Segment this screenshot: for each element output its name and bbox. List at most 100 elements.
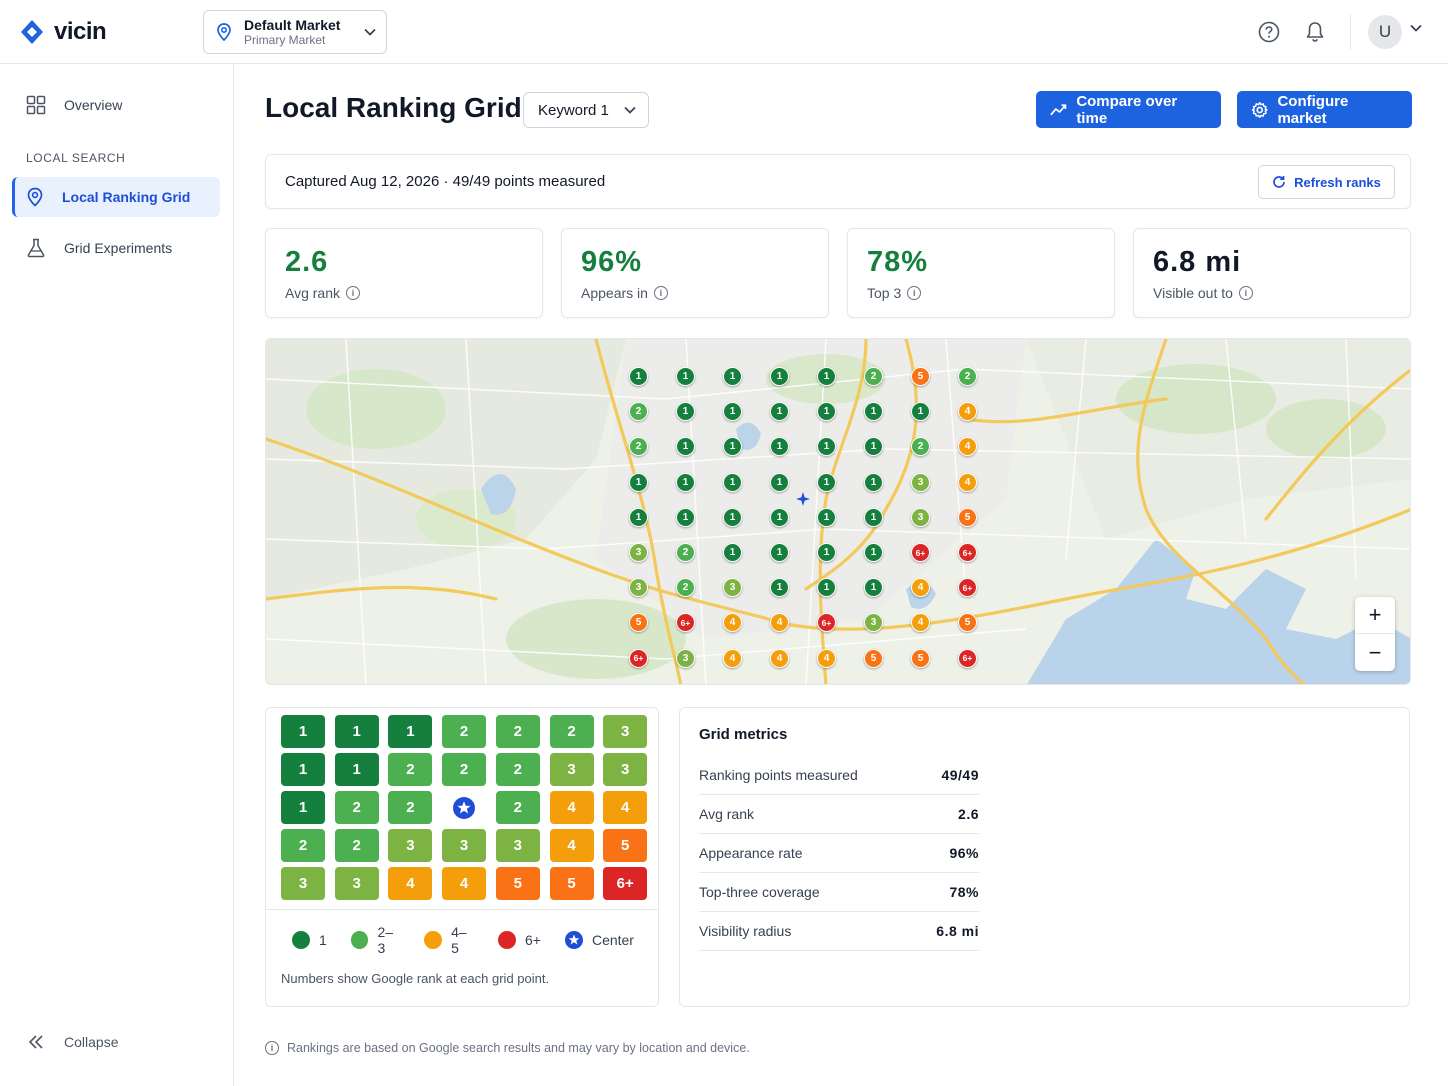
heat-cell[interactable]: 2 bbox=[334, 791, 379, 824]
ranking-map[interactable]: 1 1 1 1 1 2 5 2 2 1 1 1 1 1 1 4 2 1 1 1 1 1 2 4 1 1 1 1 1 1 3 4 1 1 1 1 1 1 3 5… bbox=[265, 338, 1411, 685]
map-pin[interactable]: 2 bbox=[629, 437, 648, 457]
map-pin[interactable]: 5 bbox=[958, 613, 977, 633]
heat-cell[interactable]: 3 bbox=[388, 829, 433, 862]
heat-cell[interactable]: 1 bbox=[281, 791, 325, 824]
map-pin[interactable]: 5 bbox=[864, 648, 883, 668]
heat-cell[interactable]: 3 bbox=[442, 829, 487, 862]
heat-cell[interactable]: 2 bbox=[334, 829, 379, 862]
map-pin[interactable]: 2 bbox=[676, 578, 695, 598]
info-icon[interactable]: i bbox=[907, 286, 922, 300]
map-pin[interactable]: 1 bbox=[911, 402, 930, 422]
heat-cell[interactable]: 2 bbox=[442, 753, 487, 786]
heat-cell[interactable]: 6+ bbox=[603, 867, 648, 900]
map-pin[interactable]: 1 bbox=[676, 472, 695, 492]
market-selector[interactable]: Default Market Primary Market bbox=[203, 10, 387, 54]
map-pin[interactable]: 1 bbox=[770, 543, 789, 562]
map-pin[interactable]: 4 bbox=[723, 613, 742, 633]
heat-cell[interactable]: 4 bbox=[549, 791, 594, 824]
map-pin[interactable]: 4 bbox=[958, 402, 977, 422]
map-pin[interactable]: 3 bbox=[911, 507, 930, 527]
zoom-out-button[interactable]: − bbox=[1368, 639, 1382, 665]
map-pin[interactable]: 1 bbox=[817, 367, 836, 386]
map-pin[interactable]: 1 bbox=[817, 507, 836, 527]
map-pin[interactable]: 4 bbox=[817, 648, 836, 668]
map-pin[interactable]: 1 bbox=[723, 507, 742, 527]
info-icon[interactable]: i bbox=[653, 286, 668, 300]
map-pin[interactable]: 1 bbox=[864, 402, 883, 422]
map-pin[interactable]: 1 bbox=[817, 578, 836, 598]
heat-cell[interactable]: 4 bbox=[388, 867, 433, 900]
heat-cell[interactable]: 3 bbox=[549, 753, 594, 786]
heat-cell[interactable]: 1 bbox=[334, 715, 379, 748]
heat-cell[interactable]: 2 bbox=[549, 715, 594, 748]
map-pin[interactable]: 1 bbox=[770, 578, 789, 598]
map-pin[interactable]: 3 bbox=[629, 543, 648, 562]
map-pin[interactable]: 5 bbox=[911, 648, 930, 668]
heat-cell[interactable]: 5 bbox=[495, 867, 540, 900]
map-pin[interactable]: 4 bbox=[911, 578, 930, 598]
info-icon[interactable]: i bbox=[1238, 286, 1253, 300]
map-pin[interactable]: 6+ bbox=[958, 578, 977, 598]
map-pin[interactable]: 3 bbox=[723, 578, 742, 598]
heat-cell-center[interactable] bbox=[442, 791, 486, 824]
map-pin[interactable]: 1 bbox=[676, 507, 695, 527]
map-pin[interactable]: 1 bbox=[629, 507, 648, 527]
configure-market-button[interactable]: Configure market bbox=[1237, 91, 1412, 128]
app-logo[interactable]: vicin bbox=[20, 18, 107, 46]
map-pin[interactable]: 4 bbox=[958, 437, 977, 457]
heat-cell[interactable]: 5 bbox=[603, 829, 648, 862]
map-pin[interactable]: 3 bbox=[864, 613, 883, 633]
heat-cell[interactable]: 1 bbox=[334, 753, 379, 786]
heat-cell[interactable]: 3 bbox=[603, 753, 648, 786]
refresh-ranks-button[interactable]: Refresh ranks bbox=[1258, 165, 1395, 199]
map-pin[interactable]: 4 bbox=[770, 613, 789, 633]
map-pin[interactable]: 6+ bbox=[911, 543, 930, 562]
map-pin[interactable]: 1 bbox=[676, 367, 695, 386]
bell-icon[interactable] bbox=[1303, 20, 1327, 44]
map-pin[interactable]: 1 bbox=[864, 507, 883, 527]
map-pin[interactable]: 3 bbox=[629, 578, 648, 598]
heat-cell[interactable]: 4 bbox=[603, 791, 648, 824]
map-pin[interactable]: 1 bbox=[676, 402, 695, 422]
heat-cell[interactable]: 2 bbox=[388, 791, 433, 824]
sidebar-item-grid-experiments[interactable]: Grid Experiments bbox=[12, 228, 220, 268]
info-icon[interactable]: i bbox=[346, 286, 360, 300]
map-pin[interactable]: 1 bbox=[629, 472, 648, 492]
map-pin[interactable]: 1 bbox=[723, 367, 742, 386]
map-pin[interactable]: 1 bbox=[770, 472, 789, 492]
map-pin[interactable]: 1 bbox=[817, 402, 836, 422]
map-pin[interactable]: 5 bbox=[911, 367, 930, 386]
map-pin[interactable]: 1 bbox=[676, 437, 695, 457]
map-pin[interactable]: 2 bbox=[911, 437, 930, 457]
heat-cell[interactable]: 5 bbox=[549, 867, 594, 900]
map-pin[interactable]: 1 bbox=[770, 437, 789, 457]
heat-cell[interactable]: 1 bbox=[388, 715, 433, 748]
map-pin[interactable]: 4 bbox=[911, 613, 930, 633]
map-pin[interactable]: 3 bbox=[911, 472, 930, 492]
map-pin[interactable]: 1 bbox=[817, 472, 836, 492]
map-pin[interactable]: 1 bbox=[770, 402, 789, 422]
map-pin[interactable]: 6+ bbox=[817, 613, 836, 633]
heat-cell[interactable]: 2 bbox=[495, 753, 540, 786]
heat-cell[interactable]: 3 bbox=[281, 867, 325, 900]
heat-cell[interactable]: 3 bbox=[603, 715, 648, 748]
zoom-in-button[interactable]: + bbox=[1355, 597, 1395, 634]
heat-cell[interactable]: 2 bbox=[281, 829, 325, 862]
map-pin[interactable]: 6+ bbox=[629, 648, 648, 668]
map-pin[interactable]: 2 bbox=[864, 367, 883, 386]
map-pin[interactable]: 1 bbox=[629, 367, 648, 386]
map-pin[interactable]: 3 bbox=[676, 648, 695, 668]
keyword-selector[interactable]: Keyword 1 bbox=[523, 92, 649, 128]
map-pin[interactable]: 4 bbox=[723, 648, 742, 668]
heat-cell[interactable]: 1 bbox=[281, 715, 325, 748]
map-pin[interactable]: 6+ bbox=[676, 613, 695, 633]
map-pin[interactable]: 1 bbox=[723, 437, 742, 457]
map-pin[interactable]: 1 bbox=[864, 472, 883, 492]
map-pin[interactable]: 1 bbox=[770, 367, 789, 386]
sidebar-item-local-ranking-grid[interactable]: Local Ranking Grid bbox=[12, 177, 220, 217]
sidebar-item-overview[interactable]: Overview bbox=[12, 85, 220, 125]
map-pin[interactable]: 1 bbox=[723, 543, 742, 562]
heat-cell[interactable]: 3 bbox=[334, 867, 379, 900]
heat-cell[interactable]: 4 bbox=[549, 829, 594, 862]
map-pin[interactable]: 1 bbox=[864, 437, 883, 457]
